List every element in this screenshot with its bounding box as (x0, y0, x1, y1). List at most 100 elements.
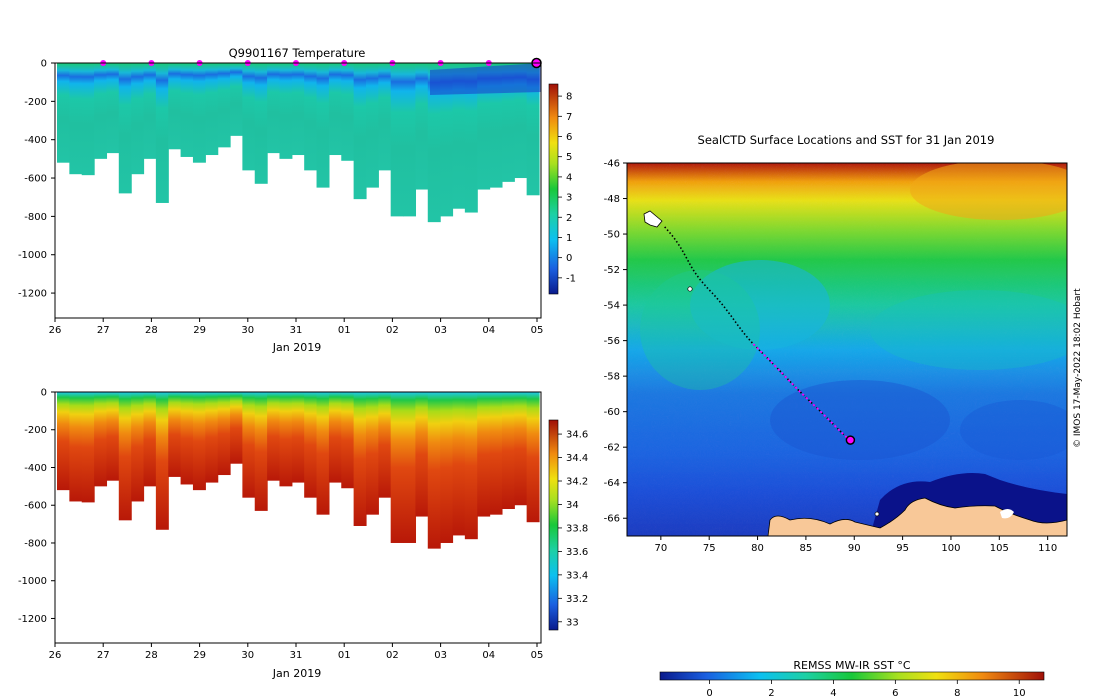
sst-map: SealCTD Surface Locations and SST for 31… (604, 133, 1083, 699)
x-tick-label: 01 (338, 325, 351, 336)
lat-tick-label: -60 (604, 407, 620, 418)
lon-tick-label: 90 (848, 543, 861, 554)
sst-colorbar (659, 671, 1045, 681)
map-latitude-axis: -46 -48 -50 -52 -54 -56 -58 -60 -62 -64 -66 (604, 159, 627, 525)
x-tick-label: 26 (49, 325, 62, 336)
profile-column (57, 392, 70, 491)
y-tick-label: -400 (24, 463, 47, 474)
salinity-profiles (57, 392, 540, 549)
profile-column (403, 63, 417, 217)
profile-column (489, 63, 503, 188)
profile-column (328, 392, 342, 483)
profile-column (69, 63, 83, 175)
colorbar-tick-label: 6 (566, 132, 572, 143)
profile-column (526, 63, 540, 196)
profile-column (440, 63, 454, 217)
salinity-x-label: Jan 2019 (272, 667, 321, 680)
x-tick-label: 05 (531, 650, 544, 661)
profile-column (464, 392, 478, 540)
colorbar-tick-label: 7 (566, 112, 572, 123)
salinity-plot-frame (54, 391, 542, 644)
colorbar-tick-label: 34.6 (566, 430, 588, 441)
colorbar-tick-label: 33.8 (566, 523, 588, 534)
profile-column (390, 63, 404, 217)
colorbar-tick-label: 34 (566, 500, 579, 511)
profile-column (279, 392, 293, 487)
x-tick-label: 26 (49, 650, 62, 661)
colorbar-tick-label: 1 (566, 233, 572, 244)
y-tick-label: -200 (24, 97, 47, 108)
profile-column (489, 392, 503, 515)
profile-column (217, 63, 231, 148)
x-tick-label: 30 (241, 325, 254, 336)
lat-tick-label: -48 (604, 194, 620, 205)
x-tick-label: 27 (97, 650, 110, 661)
heard-island (687, 286, 693, 292)
temperature-y-axis: 0 -200 -400 -600 -800 -1000 -1200 (18, 59, 55, 300)
lon-tick-label: 85 (800, 543, 813, 554)
kerguelen-island (643, 210, 663, 228)
x-tick-label: 30 (241, 650, 254, 661)
profile-column (304, 63, 318, 171)
lat-tick-label: -66 (604, 514, 620, 525)
sst-colorbar-tick-label: 6 (892, 688, 898, 699)
profile-column (168, 63, 182, 150)
profile-column (464, 63, 478, 213)
profile-column (180, 63, 194, 157)
profile-column (81, 392, 95, 503)
x-tick-label: 02 (386, 650, 399, 661)
lon-tick-label: 70 (654, 543, 667, 554)
lon-tick-label: 75 (703, 543, 716, 554)
sst-field (627, 163, 1067, 536)
profile-column (205, 392, 219, 483)
temperature-title: Q9901167 Temperature (229, 46, 366, 60)
profile-column (291, 392, 305, 483)
colorbar-tick-label: 33.2 (566, 594, 588, 605)
seal-track-recent (752, 343, 852, 442)
map-longitude-axis: 70 75 80 85 90 95 100 105 110 (654, 536, 1057, 554)
profile-column (353, 63, 367, 200)
x-tick-label: 05 (531, 325, 544, 336)
profile-column (267, 63, 281, 154)
sst-colorbar-tick-label: 10 (1013, 688, 1026, 699)
profile-column (514, 392, 528, 506)
profile-column (168, 392, 182, 477)
cold-layer (430, 63, 541, 95)
sst-colorbar-tick-label: 8 (954, 688, 960, 699)
profile-column (242, 63, 256, 171)
profile-column (353, 392, 367, 526)
temperature-colorbar (548, 83, 559, 295)
colorbar-tick-label: 33.6 (566, 547, 588, 558)
profile-column (341, 392, 355, 489)
profile-column (452, 63, 466, 209)
y-tick-label: -800 (24, 538, 47, 549)
salinity-colorbar (548, 419, 559, 631)
lon-tick-label: 100 (941, 543, 960, 554)
sst-colorbar-tick-label: 0 (706, 688, 712, 699)
profile-column (316, 63, 330, 188)
profile-column (477, 63, 491, 190)
ice-shelf (1000, 509, 1014, 519)
x-tick-label: 28 (145, 650, 158, 661)
profile-column (304, 392, 318, 498)
colorbar-tick-label: 34.4 (566, 453, 588, 464)
profile-column (57, 63, 70, 163)
small-island (874, 511, 880, 517)
profile-column (254, 63, 268, 184)
profile-column (365, 63, 379, 188)
colorbar-tick-label: 0 (566, 253, 572, 264)
profile-column (205, 63, 219, 156)
temperature-plot-frame (54, 62, 542, 319)
profile-column (501, 63, 515, 182)
profile-column (427, 63, 441, 223)
profile-column (254, 392, 268, 511)
profile-column (403, 392, 417, 543)
x-tick-label: 01 (338, 650, 351, 661)
profile-column (94, 392, 108, 487)
x-tick-label: 03 (434, 650, 447, 661)
profile-column (328, 63, 342, 156)
profile-column (365, 392, 379, 515)
profile-column (477, 392, 491, 517)
x-tick-label: 02 (386, 325, 399, 336)
profile-column (378, 392, 392, 498)
